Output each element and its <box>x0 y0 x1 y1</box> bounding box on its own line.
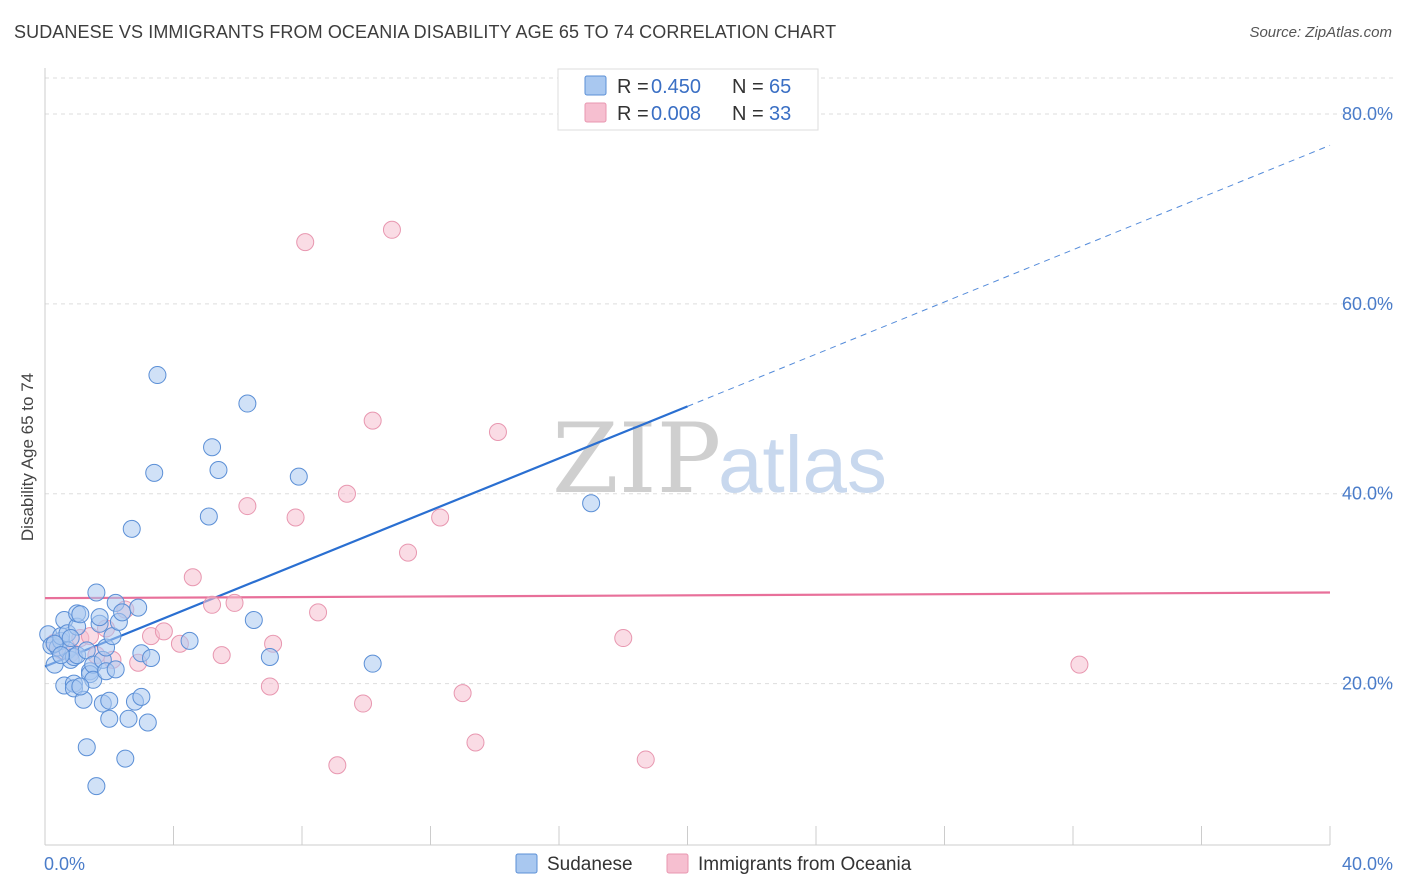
point-sudanese-59 <box>582 494 601 513</box>
point-sudanese-51 <box>199 507 218 526</box>
point-sudanese-20 <box>77 738 96 757</box>
point-sudanese-63 <box>129 598 148 617</box>
point-sudanese-28 <box>90 608 109 627</box>
point-sudanese-57 <box>289 467 308 486</box>
point-sudanese-62 <box>71 677 90 696</box>
bottom-legend-sudanese: Sudanese <box>547 854 633 875</box>
legend-swatch-pink <box>584 102 607 123</box>
point-oceania-25 <box>354 694 373 713</box>
watermark-zip: ZIP <box>552 403 721 515</box>
point-sudanese-34 <box>100 709 119 728</box>
watermark-atlas: atlas <box>718 420 887 509</box>
point-oceania-29 <box>431 508 450 527</box>
point-oceania-11 <box>154 622 173 641</box>
point-oceania-21 <box>296 233 315 252</box>
legend-r-value-pink: 0.008 <box>651 103 701 125</box>
point-oceania-28 <box>399 543 418 562</box>
chart-title: SUDANESE VS IMMIGRANTS FROM OCEANIA DISA… <box>14 22 837 42</box>
bottom-legend: Sudanese Immigrants from Oceania <box>515 853 912 875</box>
y-tick-label-40: 40.0% <box>1342 484 1393 504</box>
y-tick-label-60: 60.0% <box>1342 294 1393 314</box>
point-oceania-34 <box>636 750 655 769</box>
point-sudanese-41 <box>119 709 138 728</box>
legend-r-label-blue: R = <box>617 76 649 98</box>
point-sudanese-54 <box>238 394 257 413</box>
point-oceania-15 <box>212 646 231 665</box>
source-label: Source: ZipAtlas.com <box>1249 24 1392 41</box>
trend-lines <box>44 144 1331 668</box>
point-sudanese-53 <box>209 460 228 479</box>
legend-swatch-blue <box>584 75 607 96</box>
point-sudanese-44 <box>132 687 151 706</box>
trend-line-oceania <box>44 591 1331 600</box>
point-sudanese-48 <box>145 463 164 482</box>
point-oceania-14 <box>203 595 222 614</box>
point-sudanese-39 <box>113 603 132 622</box>
y-tick-label-80: 80.0% <box>1342 104 1393 124</box>
point-sudanese-33 <box>100 691 119 710</box>
legend-n-value-blue: 65 <box>769 76 791 98</box>
bottom-legend-swatch-oceania <box>666 853 689 874</box>
point-oceania-22 <box>309 603 328 622</box>
point-sudanese-37 <box>106 660 125 679</box>
trend-line-sudanese-extension <box>687 144 1331 407</box>
point-sudanese-61 <box>61 629 80 648</box>
point-sudanese-58 <box>363 654 382 673</box>
point-oceania-27 <box>382 220 401 239</box>
point-sudanese-46 <box>138 713 157 732</box>
point-oceania-33 <box>614 629 633 648</box>
top-legend: R = 0.450 N = 65 R = 0.008 N = 33 <box>557 68 819 131</box>
point-sudanese-50 <box>180 631 199 650</box>
point-sudanese-25 <box>87 583 106 602</box>
point-oceania-13 <box>183 568 202 587</box>
point-sudanese-64 <box>52 646 71 665</box>
point-oceania-32 <box>488 423 507 442</box>
point-sudanese-17 <box>71 605 90 624</box>
point-sudanese-56 <box>260 648 279 667</box>
y-tick-label-20: 20.0% <box>1342 674 1393 694</box>
point-sudanese-49 <box>148 366 167 385</box>
legend-n-label-pink: N = <box>732 103 764 125</box>
bottom-legend-swatch-sudanese <box>515 853 538 874</box>
point-oceania-20 <box>286 508 305 527</box>
point-oceania-24 <box>337 484 356 503</box>
legend-r-value-blue: 0.450 <box>651 76 701 98</box>
tick-labels: 20.0% 40.0% 60.0% 80.0% 0.0% 40.0% <box>44 104 1393 874</box>
point-oceania-23 <box>328 756 347 775</box>
x-tick-label-end: 40.0% <box>1342 854 1393 874</box>
point-sudanese-40 <box>116 749 135 768</box>
point-oceania-17 <box>238 497 257 516</box>
point-sudanese-52 <box>203 438 222 457</box>
legend-n-label-blue: N = <box>732 76 764 98</box>
bottom-legend-oceania: Immigrants from Oceania <box>698 854 912 875</box>
x-tick-label-start: 0.0% <box>44 854 85 874</box>
y-axis-title: Disability Age 65 to 74 <box>18 373 37 541</box>
point-oceania-30 <box>453 684 472 703</box>
point-oceania-35 <box>1070 655 1089 674</box>
trend-line-sudanese <box>44 405 688 668</box>
legend-n-value-pink: 33 <box>769 103 791 125</box>
point-sudanese-55 <box>244 610 263 629</box>
point-oceania-31 <box>466 733 485 752</box>
data-points <box>39 220 1089 796</box>
legend-r-label-pink: R = <box>617 103 649 125</box>
point-sudanese-47 <box>142 648 161 667</box>
axes <box>44 68 1331 846</box>
point-sudanese-42 <box>122 519 141 538</box>
point-oceania-16 <box>225 593 244 612</box>
point-oceania-26 <box>363 411 382 430</box>
point-sudanese-26 <box>87 777 106 796</box>
point-oceania-18 <box>260 677 279 696</box>
